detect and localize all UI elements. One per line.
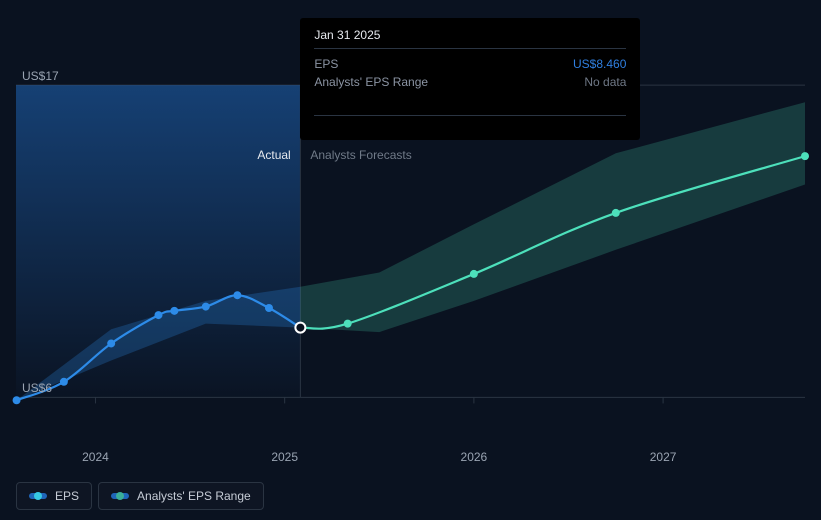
x-axis-label: 2025 xyxy=(271,450,298,464)
legend-eps-label: EPS xyxy=(55,489,79,503)
x-axis-label: 2027 xyxy=(650,450,677,464)
legend-item-eps[interactable]: EPS xyxy=(16,482,92,510)
chart-legend: EPS Analysts' EPS Range xyxy=(16,482,264,510)
tooltip-row-eps: EPS US$8.460 xyxy=(314,55,626,73)
eps-chart: US$6 US$17 2024 2025 2026 2027 Actual An… xyxy=(0,0,821,520)
legend-swatch-range xyxy=(111,491,129,501)
tooltip-row-range: Analysts' EPS Range No data xyxy=(314,73,626,91)
y-axis-label: US$6 xyxy=(22,381,52,395)
x-axis-label: 2024 xyxy=(82,450,109,464)
legend-range-label: Analysts' EPS Range xyxy=(137,489,251,503)
x-axis-label: 2026 xyxy=(461,450,488,464)
tooltip-date: Jan 31 2025 xyxy=(314,28,626,49)
tooltip-range-value: No data xyxy=(584,73,626,91)
tooltip-eps-label: EPS xyxy=(314,55,338,73)
actual-section-label: Actual xyxy=(257,148,290,162)
chart-tooltip: Jan 31 2025 EPS US$8.460 Analysts' EPS R… xyxy=(300,18,640,140)
legend-item-range[interactable]: Analysts' EPS Range xyxy=(98,482,264,510)
y-axis-label: US$17 xyxy=(22,69,59,83)
tooltip-range-label: Analysts' EPS Range xyxy=(314,73,428,91)
tooltip-eps-value: US$8.460 xyxy=(573,55,626,73)
forecast-section-label: Analysts Forecasts xyxy=(310,148,411,162)
legend-swatch-eps xyxy=(29,491,47,501)
